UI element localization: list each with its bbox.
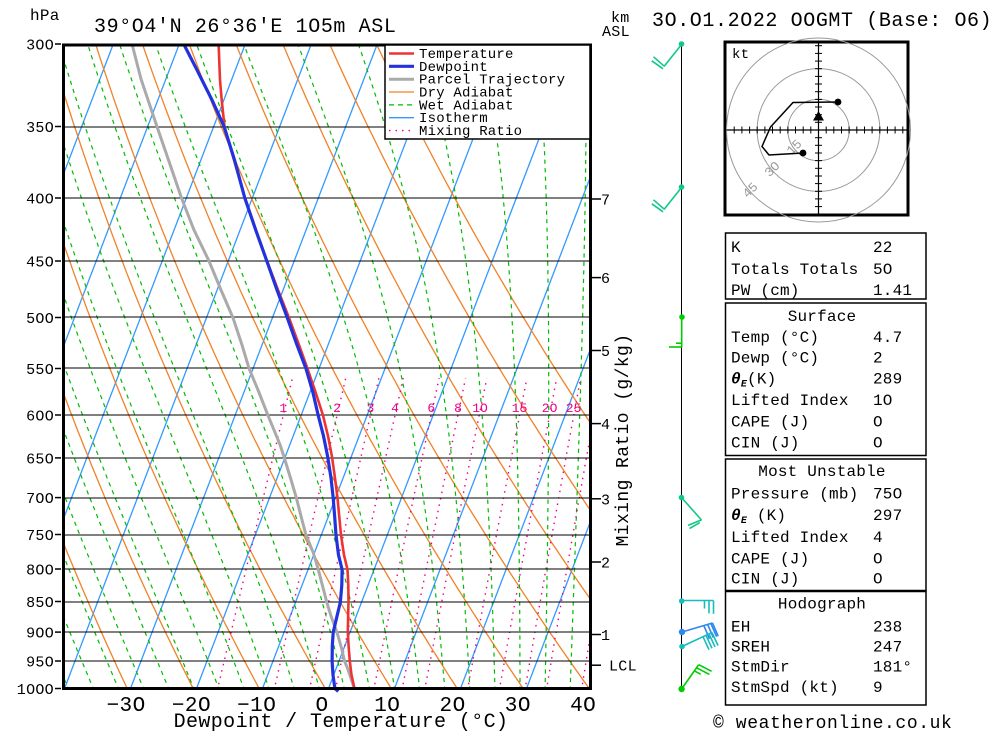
svg-text:K: K [731, 239, 741, 257]
svg-text:95O: 95O [26, 655, 54, 672]
svg-text:−3O: −3O [106, 695, 145, 718]
svg-text:9: 9 [873, 679, 883, 697]
svg-text:75O: 75O [26, 528, 54, 545]
svg-text:1: 1 [601, 628, 610, 645]
svg-text:39°O4'N 26°36'E 1O5m ASL: 39°O4'N 26°36'E 1O5m ASL [94, 16, 396, 39]
svg-text:Most Unstable: Most Unstable [758, 463, 885, 481]
svg-text:22: 22 [873, 239, 893, 257]
svg-text:O: O [873, 435, 883, 453]
svg-text:4: 4 [601, 417, 610, 434]
svg-text:3O: 3O [505, 695, 531, 718]
svg-text:Wet Adiabat: Wet Adiabat [419, 98, 514, 114]
svg-text:297: 297 [873, 507, 902, 525]
svg-text:O: O [873, 571, 883, 589]
svg-text:238: 238 [873, 619, 902, 637]
svg-text:5: 5 [601, 344, 610, 361]
svg-text:StmDir: StmDir [731, 659, 790, 677]
svg-text:9OO: 9OO [26, 626, 54, 643]
svg-text:5OO: 5OO [26, 311, 54, 328]
svg-text:8: 8 [454, 401, 462, 416]
svg-text:O: O [315, 695, 328, 718]
svg-text:289: 289 [873, 371, 902, 389]
svg-text:65O: 65O [26, 451, 54, 468]
svg-text:35O: 35O [26, 120, 54, 137]
svg-text:1.41: 1.41 [873, 282, 912, 300]
svg-text:LCL: LCL [609, 659, 637, 676]
svg-text:3OO: 3OO [26, 38, 54, 55]
svg-text:ASL: ASL [602, 24, 630, 41]
svg-text:SREH: SREH [731, 639, 770, 657]
svg-text:6: 6 [427, 401, 435, 416]
svg-text:1O: 1O [472, 401, 488, 416]
svg-text:2: 2 [333, 401, 341, 416]
svg-text:CAPE (J): CAPE (J) [731, 551, 809, 569]
svg-text:75O: 75O [873, 486, 902, 504]
svg-text:CIN (J): CIN (J) [731, 571, 800, 589]
svg-text:Mixing Ratio: Mixing Ratio [419, 124, 522, 140]
svg-text:55O: 55O [26, 362, 54, 379]
svg-text:2: 2 [601, 556, 610, 573]
svg-text:O: O [873, 551, 883, 569]
svg-text:EH: EH [731, 619, 751, 637]
svg-text:6: 6 [601, 271, 610, 288]
svg-text:Hodograph: Hodograph [778, 596, 866, 614]
svg-text:3: 3 [366, 401, 374, 416]
svg-text:Isotherm: Isotherm [419, 111, 488, 127]
svg-text:45O: 45O [26, 255, 54, 272]
svg-text:kt: kt [732, 47, 749, 63]
svg-text:4OO: 4OO [26, 192, 54, 209]
svg-text:3: 3 [601, 492, 610, 509]
svg-text:hPa: hPa [30, 7, 60, 25]
svg-text:2O: 2O [439, 695, 465, 718]
svg-text:1: 1 [279, 401, 287, 416]
svg-text:km: km [611, 10, 630, 27]
svg-text:Mixing Ratio (g/kg): Mixing Ratio (g/kg) [614, 334, 634, 547]
svg-text:Temp (°C): Temp (°C) [731, 329, 819, 347]
svg-text:Lifted Index: Lifted Index [731, 529, 849, 547]
svg-text:7OO: 7OO [26, 491, 54, 508]
svg-text:Surface: Surface [788, 308, 857, 326]
svg-text:Dry Adiabat: Dry Adiabat [419, 86, 514, 102]
svg-text:1OOO: 1OOO [17, 682, 54, 699]
svg-text:−1O: −1O [237, 695, 276, 718]
svg-text:θE (K): θE (K) [731, 507, 786, 527]
svg-text:Parcel Trajectory: Parcel Trajectory [419, 73, 565, 89]
svg-text:O: O [873, 414, 883, 432]
svg-text:2O: 2O [542, 401, 558, 416]
svg-text:Lifted Index: Lifted Index [731, 392, 849, 410]
svg-text:CAPE (J): CAPE (J) [731, 414, 809, 432]
svg-text:Dewpoint / Temperature (°C): Dewpoint / Temperature (°C) [174, 711, 509, 733]
svg-text:15: 15 [512, 401, 528, 416]
svg-text:PW (cm): PW (cm) [731, 282, 800, 300]
svg-text:25: 25 [566, 401, 582, 416]
svg-text:Dewpoint: Dewpoint [419, 60, 488, 76]
svg-text:4O: 4O [570, 695, 596, 718]
svg-text:−2O: −2O [172, 695, 211, 718]
svg-text:4: 4 [391, 401, 399, 416]
svg-text:6OO: 6OO [26, 409, 54, 426]
svg-text:2: 2 [873, 350, 883, 368]
svg-text:StmSpd (kt): StmSpd (kt) [731, 679, 839, 697]
svg-text:© weatheronline.co.uk: © weatheronline.co.uk [713, 714, 952, 733]
svg-text:CIN (J): CIN (J) [731, 435, 800, 453]
svg-text:Pressure (mb): Pressure (mb) [731, 486, 858, 504]
svg-text:θE(K): θE(K) [731, 371, 776, 391]
svg-text:181°: 181° [873, 659, 912, 677]
svg-text:Temperature: Temperature [419, 47, 514, 63]
svg-text:4: 4 [873, 529, 883, 547]
svg-text:5O: 5O [873, 261, 893, 279]
svg-text:7: 7 [601, 193, 610, 210]
svg-text:8OO: 8OO [26, 563, 54, 580]
svg-text:Dewp (°C): Dewp (°C) [731, 350, 819, 368]
svg-text:Totals Totals: Totals Totals [731, 261, 858, 279]
svg-text:85O: 85O [26, 595, 54, 612]
svg-text:3O.O1.2O22 OOGMT (Base: O6): 3O.O1.2O22 OOGMT (Base: O6) [652, 10, 992, 33]
svg-text:247: 247 [873, 639, 902, 657]
svg-text:1O: 1O [374, 695, 400, 718]
svg-text:4.7: 4.7 [873, 329, 902, 347]
svg-text:1O: 1O [873, 392, 893, 410]
